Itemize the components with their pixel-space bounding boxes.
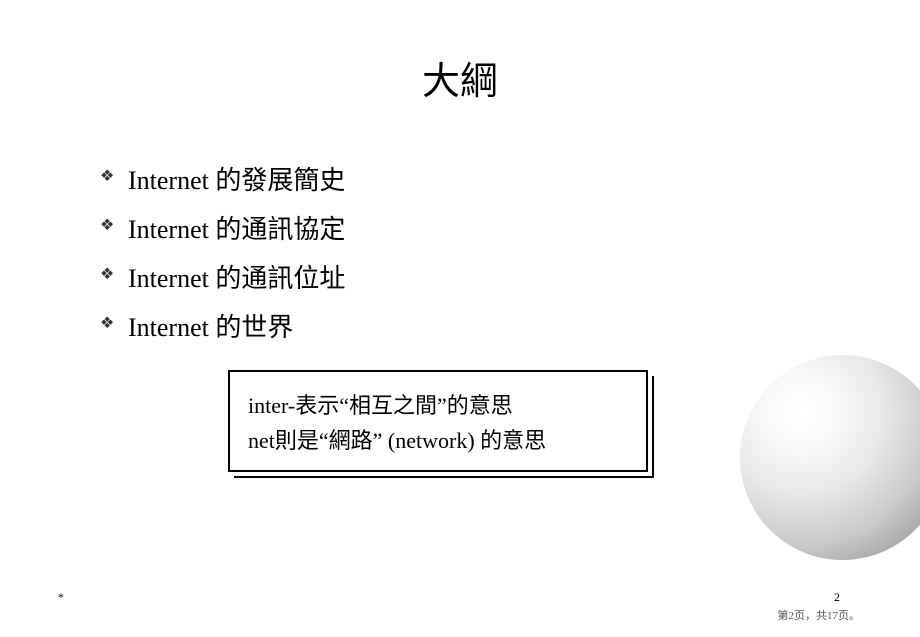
slide: 大綱 ❖ Internet 的發展簡史 ❖ Internet 的通訊協定 ❖ I… [0, 0, 920, 637]
bullet-item: ❖ Internet 的發展簡史 [100, 160, 840, 197]
note-line-2: net則是“網路” (network) 的意思 [248, 423, 628, 455]
diamond-bullet-icon: ❖ [100, 264, 114, 284]
footer-left: * [58, 590, 64, 605]
slide-title: 大綱 [80, 50, 840, 105]
bullet-item: ❖ Internet 的通訊協定 [100, 209, 840, 246]
bullet-text: Internet 的世界 [128, 313, 293, 342]
bullet-list: ❖ Internet 的發展簡史 ❖ Internet 的通訊協定 ❖ Inte… [100, 160, 840, 344]
sphere-decoration [740, 355, 920, 560]
diamond-bullet-icon: ❖ [100, 166, 114, 186]
bullet-text: Internet 的通訊協定 [128, 215, 345, 244]
footer-page-info: 第2页，共17页。 [778, 607, 861, 623]
note-box: inter-表示“相互之間”的意思 net則是“網路” (network) 的意… [228, 370, 648, 472]
diamond-bullet-icon: ❖ [100, 215, 114, 235]
note-line-1: inter-表示“相互之間”的意思 [248, 388, 628, 420]
bullet-text: Internet 的發展簡史 [128, 166, 345, 195]
diamond-bullet-icon: ❖ [100, 313, 114, 333]
note-box-content: inter-表示“相互之間”的意思 net則是“網路” (network) 的意… [228, 370, 648, 472]
bullet-item: ❖ Internet 的世界 [100, 307, 840, 344]
bullet-text: Internet 的通訊位址 [128, 264, 345, 293]
footer-page-number: 2 [834, 590, 840, 605]
bullet-item: ❖ Internet 的通訊位址 [100, 258, 840, 295]
